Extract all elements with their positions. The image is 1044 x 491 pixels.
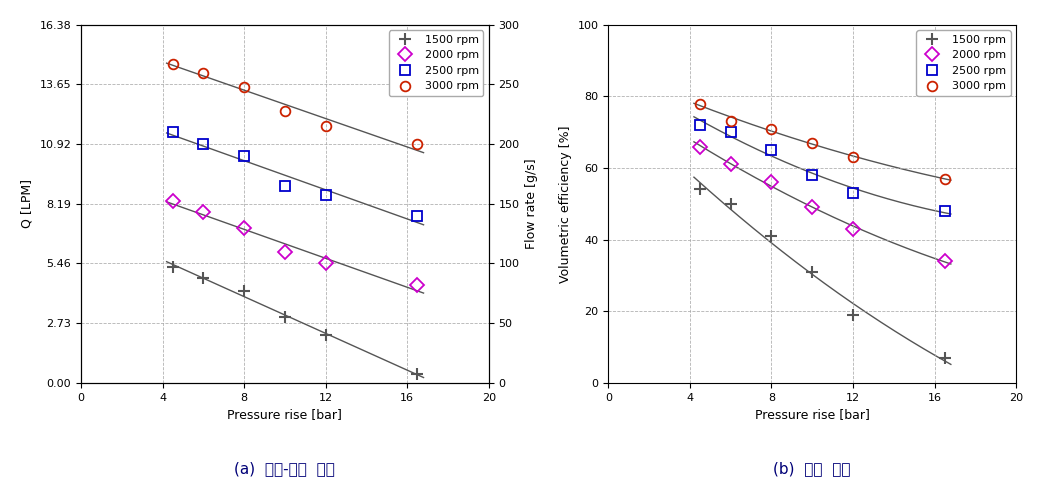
Legend: 1500 rpm, 2000 rpm, 2500 rpm, 3000 rpm: 1500 rpm, 2000 rpm, 2500 rpm, 3000 rpm (389, 30, 483, 96)
Y-axis label: Q [LPM]: Q [LPM] (21, 179, 33, 228)
Y-axis label: Volumetric efficiency [%]: Volumetric efficiency [%] (559, 125, 572, 282)
Text: (a)  압력-유량  선도: (a) 압력-유량 선도 (235, 461, 335, 476)
X-axis label: Pressure rise [bar]: Pressure rise [bar] (228, 408, 342, 421)
Legend: 1500 rpm, 2000 rpm, 2500 rpm, 3000 rpm: 1500 rpm, 2000 rpm, 2500 rpm, 3000 rpm (917, 30, 1011, 96)
Y-axis label: Flow rate [g/s]: Flow rate [g/s] (525, 159, 539, 249)
X-axis label: Pressure rise [bar]: Pressure rise [bar] (755, 408, 870, 421)
Text: (b)  체적  효율: (b) 체적 효율 (774, 461, 851, 476)
